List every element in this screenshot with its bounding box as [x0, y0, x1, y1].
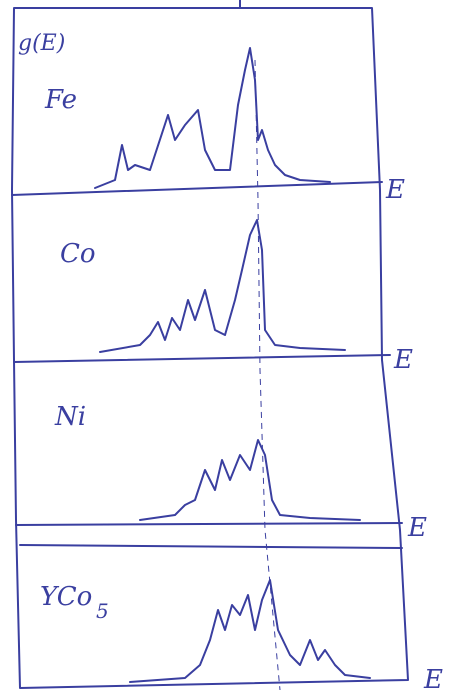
panel-label-subscript: 5: [96, 599, 109, 623]
dos-curve: [100, 220, 345, 352]
dos-curve: [140, 440, 360, 520]
axis-line: [16, 523, 402, 525]
panel-label: Fe: [44, 85, 77, 115]
axis-label: E: [407, 513, 427, 543]
panel-label: Co: [60, 239, 96, 269]
panel-label: Ni: [54, 402, 86, 432]
axis-label: E: [423, 665, 443, 695]
axis-line: [14, 355, 390, 362]
page: {"y_label": "g(E)", "panels": [ {"label"…: [0, 0, 461, 696]
sketch: g(E) Fe Co Ni YCo 5 E E E E: [0, 0, 461, 696]
axis-line: [12, 182, 382, 195]
axis-label: E: [385, 175, 405, 205]
fermi-line: [255, 60, 280, 690]
axis-line: [20, 545, 402, 548]
axis-label: E: [393, 345, 413, 375]
dos-curve: [95, 48, 330, 188]
y-label: g(E): [18, 31, 65, 56]
dos-curve: [130, 580, 370, 682]
panel-label: YCo: [40, 582, 92, 612]
